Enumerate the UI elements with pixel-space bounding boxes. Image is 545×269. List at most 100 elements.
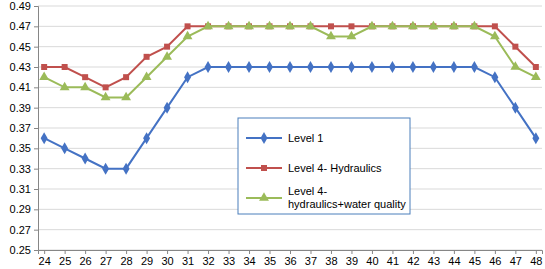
legend-marker — [261, 165, 267, 171]
marker — [348, 23, 354, 29]
y-tick-mark — [34, 26, 38, 27]
y-tick: 0.37 — [10, 122, 38, 134]
x-tick: 34 — [243, 250, 255, 267]
x-tick-mark — [229, 250, 230, 254]
marker — [82, 74, 88, 80]
x-tick-mark — [65, 250, 66, 254]
x-tick: 45 — [469, 250, 481, 267]
grid — [38, 6, 542, 250]
x-axis: 2425262728293031323334353637383940414243… — [39, 250, 543, 267]
x-tick-label: 30 — [161, 255, 173, 267]
marker — [123, 74, 129, 80]
marker — [328, 23, 334, 29]
marker — [533, 64, 539, 70]
marker — [449, 21, 459, 30]
legend: Level 1Level 4- HydraulicsLevel 4-hydrau… — [238, 118, 410, 214]
y-tick: 0.39 — [10, 102, 38, 114]
marker — [80, 82, 90, 91]
y-tick-label: 0.31 — [10, 183, 31, 195]
x-tick-label: 24 — [39, 255, 51, 267]
x-tick: 35 — [264, 250, 276, 267]
marker — [306, 21, 316, 30]
marker — [101, 92, 111, 101]
x-tick-mark — [167, 250, 168, 254]
marker — [492, 23, 498, 29]
marker — [287, 61, 294, 73]
y-tick-mark — [34, 108, 38, 109]
marker — [367, 21, 377, 30]
x-tick-label: 27 — [100, 255, 112, 267]
marker — [471, 61, 478, 73]
marker — [244, 21, 254, 30]
x-tick-mark — [372, 250, 373, 254]
x-tick: 24 — [39, 250, 51, 267]
grid-line — [38, 6, 542, 7]
x-tick-mark — [44, 250, 45, 254]
y-tick-mark — [34, 230, 38, 231]
x-tick-label: 37 — [305, 255, 317, 267]
marker — [225, 61, 232, 73]
x-tick: 31 — [182, 250, 194, 267]
marker — [285, 21, 295, 30]
y-tick: 0.31 — [10, 183, 38, 195]
x-tick-label: 45 — [469, 255, 481, 267]
y-axis: 0.250.270.290.310.330.350.370.390.410.43… — [10, 0, 39, 256]
y-axis-line — [34, 7, 39, 251]
y-tick: 0.25 — [10, 244, 38, 256]
marker — [123, 163, 130, 175]
x-tick: 28 — [120, 250, 132, 267]
legend-marker — [259, 192, 269, 201]
y-tick: 0.33 — [10, 163, 38, 175]
y-tick-label: 0.29 — [10, 203, 31, 215]
marker — [307, 61, 314, 73]
y-tick-label: 0.39 — [10, 102, 31, 114]
x-tick: 30 — [161, 250, 173, 267]
y-tick: 0.27 — [10, 224, 38, 236]
x-tick-label: 31 — [182, 255, 194, 267]
x-tick-mark — [249, 250, 250, 254]
y-tick: 0.47 — [10, 20, 38, 32]
y-tick: 0.41 — [10, 81, 38, 93]
y-tick-mark — [34, 87, 38, 88]
x-tick: 46 — [489, 250, 501, 267]
plot: 0.250.270.290.310.330.350.370.390.410.43… — [10, 0, 543, 267]
x-tick: 38 — [325, 250, 337, 267]
marker — [512, 102, 519, 114]
x-tick: 26 — [79, 250, 91, 267]
marker — [326, 31, 336, 40]
marker — [162, 51, 172, 60]
y-tick-mark — [34, 209, 38, 210]
x-tick: 40 — [366, 250, 378, 267]
x-tick-label: 28 — [120, 255, 132, 267]
y-tick-mark — [34, 148, 38, 149]
x-tick-mark — [515, 250, 516, 254]
x-tick: 42 — [407, 250, 419, 267]
legend-label: Level 4-hydraulics+water quality — [288, 185, 406, 210]
x-tick-label: 35 — [264, 255, 276, 267]
x-tick-mark — [351, 250, 352, 254]
x-tick-mark — [536, 250, 537, 254]
y-tick-mark — [34, 250, 38, 251]
marker — [408, 21, 418, 30]
x-axis-line — [39, 251, 543, 255]
x-tick-mark — [413, 250, 414, 254]
y-tick: 0.43 — [10, 61, 38, 73]
y-tick-label: 0.33 — [10, 163, 31, 175]
y-tick-label: 0.47 — [10, 20, 31, 32]
x-tick: 47 — [510, 250, 522, 267]
y-tick: 0.29 — [10, 203, 38, 215]
y-tick-label: 0.41 — [10, 81, 31, 93]
marker — [82, 152, 89, 164]
x-tick-mark — [290, 250, 291, 254]
marker — [184, 71, 191, 83]
marker — [60, 82, 70, 91]
marker — [203, 21, 213, 30]
marker — [103, 84, 109, 90]
x-tick-label: 36 — [284, 255, 296, 267]
x-tick-mark — [392, 250, 393, 254]
marker — [62, 64, 68, 70]
x-tick-label: 42 — [407, 255, 419, 267]
x-tick-label: 41 — [387, 255, 399, 267]
marker — [41, 64, 47, 70]
x-tick-mark — [106, 250, 107, 254]
